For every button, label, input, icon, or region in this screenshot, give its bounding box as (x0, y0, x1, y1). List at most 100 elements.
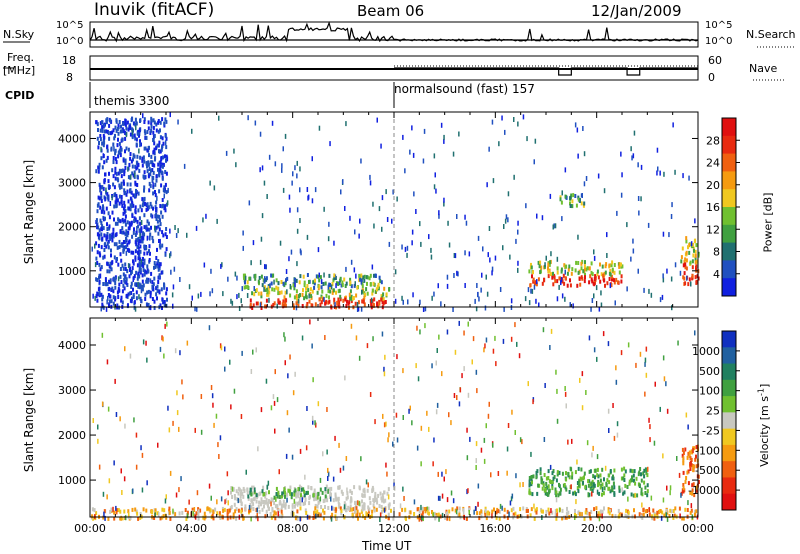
power-pixel (157, 267, 160, 272)
velocity-pixel (338, 503, 341, 508)
power-pixel (144, 146, 147, 151)
velocity-pixel (456, 395, 458, 400)
power-colorbar-label: 28 (706, 134, 720, 147)
velocity-pixel (358, 486, 361, 491)
power-pixel (373, 273, 375, 278)
velocity-pixel (526, 514, 529, 519)
velocity-pixel (299, 500, 302, 505)
power-pixel (275, 285, 278, 290)
power-pixel (128, 162, 131, 167)
velocity-pixel (555, 369, 557, 375)
velocity-pixel (446, 511, 448, 516)
velocity-pixel (645, 372, 648, 378)
velocity-pixel (162, 336, 164, 342)
power-pixel (544, 262, 546, 268)
power-pixel (225, 150, 228, 156)
power-pixel (372, 303, 375, 307)
velocity-pixel (237, 491, 240, 496)
velocity-pixel (620, 350, 623, 356)
power-pixel (155, 178, 158, 183)
power-pixel (261, 283, 264, 288)
velocity-pixel (304, 501, 306, 506)
power-pixel (440, 301, 442, 307)
power-pixel (112, 160, 115, 164)
power-pixel (590, 306, 592, 312)
velocity-pixel (251, 499, 254, 504)
power-pixel (117, 295, 120, 299)
power-pixel (159, 120, 162, 125)
velocity-pixel (388, 432, 390, 438)
power-pixel (152, 138, 155, 143)
velocity-pixel (495, 515, 498, 520)
velocity-pixel (316, 495, 319, 500)
power-pixel (94, 262, 97, 268)
power-pixel (353, 267, 356, 273)
power-pixel (117, 276, 120, 282)
velocity-pixel (254, 487, 256, 493)
velocity-pixel (402, 368, 404, 374)
velocity-pixel (484, 512, 487, 517)
velocity-pixel (212, 516, 215, 521)
velocity-pixel (628, 479, 631, 484)
velocity-pixel (372, 503, 375, 508)
power-pixel (324, 281, 327, 286)
velocity-pixel (689, 462, 692, 467)
power-pixel (567, 267, 570, 272)
power-pixel (373, 282, 376, 287)
velocity-pixel (374, 498, 377, 502)
power-pixel (138, 133, 140, 138)
velocity-pixel (581, 405, 584, 411)
nsky-frame (89, 21, 699, 48)
velocity-pixel (483, 458, 486, 464)
power-pixel (177, 119, 179, 125)
velocity-pixel (341, 491, 344, 496)
velocity-pixel (322, 499, 325, 504)
velocity-pixel (293, 498, 296, 504)
power-pixel (695, 264, 698, 269)
power-pixel (128, 274, 131, 279)
velocity-pixel (293, 492, 296, 497)
power-pixel (141, 287, 144, 292)
velocity-pixel (684, 479, 687, 484)
velocity-pixel (567, 510, 570, 515)
velocity-pixel (580, 477, 583, 482)
power-pixel (92, 293, 94, 299)
power-pixel (535, 298, 537, 304)
power-pixel (360, 279, 363, 285)
velocity-pixel (596, 473, 599, 478)
velocity-pixel (174, 348, 177, 354)
velocity-pixel (245, 469, 247, 475)
power-pixel (385, 189, 387, 195)
power-pixel (151, 160, 154, 165)
power-pixel (532, 279, 535, 284)
velocity-pixel (608, 480, 611, 485)
power-pixel (333, 297, 336, 302)
power-pixel (96, 122, 99, 127)
velocity-pixel (437, 471, 439, 477)
velocity-pixel (294, 488, 297, 493)
freq-tick-top: 18 (62, 54, 76, 67)
velocity-pixel (280, 504, 283, 509)
power-pixel (164, 140, 167, 146)
power-pixel (263, 286, 265, 292)
nave-line (394, 67, 698, 76)
velocity-pixel (457, 513, 460, 518)
velocity-pixel (458, 506, 461, 511)
velocity-pixel (162, 514, 165, 519)
velocity-pixel (339, 506, 342, 511)
velocity-pixel (271, 508, 274, 513)
power-pixel (96, 261, 99, 265)
velocity-pixel (361, 493, 364, 498)
velocity-pixel (257, 504, 260, 509)
velocity-pixel (327, 488, 329, 494)
power-pixel (694, 249, 697, 254)
power-pixel (132, 277, 134, 282)
velocity-pixel (525, 509, 528, 513)
velocity-pixel (381, 493, 384, 498)
velocity-pixel (480, 509, 483, 514)
power-pixel (347, 301, 350, 306)
velocity-pixel (633, 478, 635, 483)
power-pixel (112, 289, 115, 294)
power-pixel (685, 236, 688, 241)
power-pixel (113, 242, 116, 247)
